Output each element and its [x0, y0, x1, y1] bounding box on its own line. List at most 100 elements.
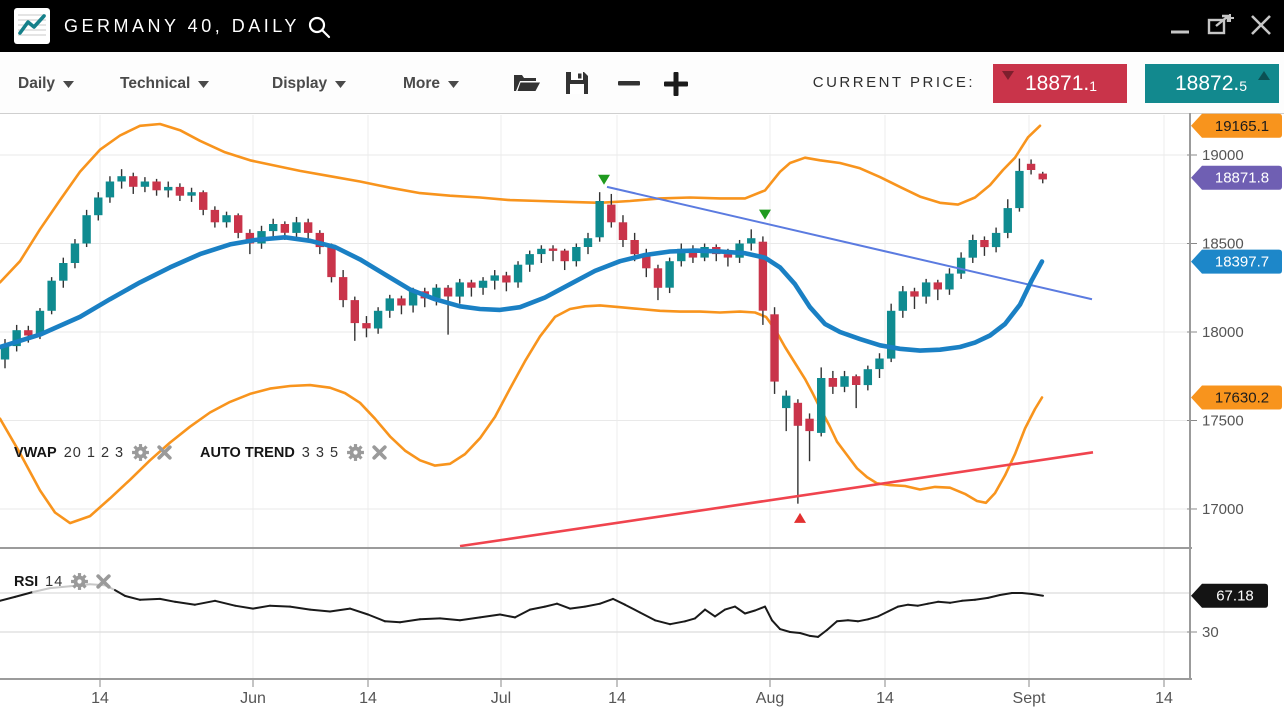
x-axis-label: Sept — [1013, 690, 1046, 707]
auto-trend-settings-button[interactable] — [346, 443, 365, 462]
candle-body — [921, 282, 931, 297]
rsi-settings-button[interactable] — [70, 572, 89, 591]
candle-body — [175, 186, 185, 196]
candle-body — [12, 330, 21, 347]
price-tag — [1191, 165, 1282, 190]
candle-body — [338, 277, 348, 301]
buy-price-value: 18872. — [1174, 71, 1240, 95]
candle-body — [408, 291, 418, 306]
gear-icon — [132, 444, 150, 461]
candle-body — [653, 268, 663, 288]
open-folder-button[interactable] — [512, 70, 542, 98]
y-axis-label: 17500 — [1202, 412, 1244, 429]
gear-icon — [71, 573, 89, 590]
candle-body — [607, 204, 616, 223]
candle-body — [152, 181, 161, 191]
close-icon — [96, 574, 111, 589]
zoom-in-button[interactable] — [662, 70, 690, 98]
price-tag-value: 67.18 — [1216, 588, 1254, 605]
vwap-remove-button[interactable] — [157, 445, 172, 460]
candle-body — [817, 378, 826, 433]
candle-body — [280, 224, 290, 233]
rsi-line-segment — [252, 604, 271, 610]
candle-body — [851, 376, 861, 385]
candle-body — [199, 192, 208, 210]
x-axis-label: 14 — [608, 690, 626, 707]
buy-signal-icon — [794, 512, 806, 523]
candle-body — [187, 192, 196, 196]
chevron-down-icon — [63, 80, 75, 88]
menu-more[interactable]: More — [403, 73, 460, 95]
plus-icon — [664, 72, 688, 96]
rsi-line-segment — [987, 594, 1001, 599]
menu-timeframe[interactable]: Daily — [18, 73, 75, 95]
vwap-settings-button[interactable] — [131, 443, 150, 462]
rsi-line-segment — [639, 611, 656, 622]
rsi-line-segment — [367, 613, 386, 623]
candle-body — [82, 215, 91, 244]
menu-technical[interactable]: Technical — [120, 73, 210, 95]
candle-body — [828, 378, 838, 387]
candle-body — [618, 222, 628, 240]
x-axis-label: Jun — [240, 690, 266, 707]
rsi-line-segment — [459, 616, 481, 622]
popout-icon[interactable] — [1206, 12, 1234, 38]
close-icon — [372, 445, 387, 460]
candle-body — [747, 238, 756, 244]
candle-body — [490, 275, 499, 281]
x-axis-label: 14 — [91, 690, 109, 707]
candle-body — [537, 248, 546, 255]
rsi-line-segment — [867, 615, 879, 621]
y-axis-label: 18000 — [1202, 324, 1244, 341]
rsi-line-segment — [949, 599, 963, 604]
close-icon[interactable] — [1248, 12, 1274, 38]
rsi-line-segment — [114, 589, 126, 597]
price-tag-value: 17630.2 — [1215, 389, 1269, 406]
bollinger-upper-line — [0, 122, 1042, 284]
rsi-line-segment — [887, 605, 899, 613]
candle-body — [24, 330, 33, 336]
candle-body — [688, 248, 698, 258]
price-tag — [1191, 113, 1282, 138]
rsi-line-segment — [0, 595, 16, 602]
candle-body — [583, 238, 593, 247]
candle-body — [513, 264, 523, 283]
candle-body — [933, 282, 942, 290]
auto-trend-remove-button[interactable] — [372, 445, 387, 460]
rsi-remove-button[interactable] — [96, 574, 111, 589]
folder-open-icon — [514, 75, 540, 91]
candle-body — [910, 291, 919, 297]
price-down-arrow-icon — [1002, 71, 1014, 80]
menu-more-label: More — [403, 75, 441, 92]
rsi-indicator-label: RSI 14 — [14, 572, 111, 591]
candle-body — [315, 232, 325, 248]
rsi-line-segment — [684, 617, 696, 623]
candle-body — [782, 395, 791, 409]
y-axis-label: 19000 — [1202, 147, 1244, 164]
candle-body — [758, 241, 768, 311]
save-button[interactable] — [564, 70, 590, 98]
minimize-icon[interactable] — [1168, 12, 1192, 38]
rsi-line-segment — [771, 619, 781, 631]
menu-display[interactable]: Display — [272, 73, 347, 95]
candle-body — [886, 310, 896, 359]
sell-price-value: 18871. — [1024, 71, 1090, 95]
sell-price-button[interactable]: 18871. 1 — [993, 64, 1127, 103]
price-tag-value: 19165.1 — [1215, 118, 1269, 135]
buy-price-button[interactable]: 18872. 5 — [1145, 64, 1279, 103]
candle-body — [980, 240, 989, 248]
candle-body — [105, 181, 115, 198]
candle-body — [222, 215, 231, 223]
candle-body — [140, 181, 150, 187]
candle-body — [770, 314, 779, 382]
zoom-out-button[interactable] — [616, 70, 642, 98]
bollinger-lower-line — [0, 304, 1044, 525]
rsi-line-segment — [309, 608, 331, 613]
candle-body — [94, 197, 103, 216]
rsi-line-segment — [724, 605, 736, 611]
rsi-line-segment — [789, 631, 801, 634]
rsi-line-segment — [624, 603, 641, 614]
chevron-down-icon — [335, 80, 347, 88]
search-icon[interactable] — [306, 14, 332, 40]
